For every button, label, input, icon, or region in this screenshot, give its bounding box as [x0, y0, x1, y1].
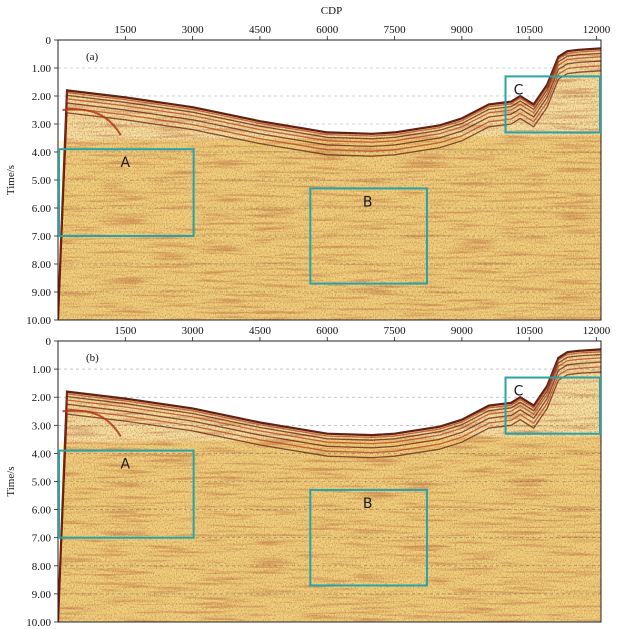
annotation-box-a: [58, 449, 195, 539]
reflector-line: [62, 108, 122, 136]
x-tick-label: 6000: [316, 24, 339, 36]
y-tick-label: 6.00: [32, 505, 52, 517]
annotation-box-label: C: [514, 384, 524, 400]
x-tick-label: 10500: [515, 325, 543, 337]
reflector-line: [58, 49, 601, 320]
y-tick-label: 6.00: [32, 203, 52, 215]
x-tick-label: 10500: [515, 24, 543, 36]
panel-label: (b): [86, 352, 99, 364]
x-tick-label: 9000: [451, 325, 474, 337]
annotation-box-label: C: [514, 82, 524, 98]
y-tick-label: 5.00: [32, 477, 52, 489]
panels-layer: CDP 1500 3000 4500 6000 7500 9000 10500 12000 0 1.…: [5, 5, 611, 629]
x-tick-label: 3000: [182, 325, 205, 337]
reflector-line: [58, 357, 601, 622]
reflector-line: [58, 60, 601, 320]
x-tick-label: 1500: [114, 325, 137, 337]
reflector-line: [58, 366, 601, 622]
annotation-box-label: A: [121, 457, 131, 473]
x-axis-title: CDP: [321, 5, 342, 17]
x-tick-label: 7500: [384, 325, 407, 337]
x-tick-label: 7500: [384, 24, 407, 36]
reflector-line: [58, 361, 601, 622]
reflector-line: [58, 56, 601, 320]
x-tick-label: 3000: [182, 24, 205, 36]
reflector-line: [58, 371, 601, 622]
annotation-box-label: B: [363, 194, 373, 210]
seismic-image: [58, 348, 601, 622]
y-tick-label: 9.00: [32, 589, 52, 601]
annotation-box-b: [309, 187, 428, 285]
y-tick-label: 9.00: [32, 287, 52, 299]
x-tick-label: 4500: [249, 325, 272, 337]
annotation-box-label: A: [121, 155, 131, 171]
y-tick-label: 4.00: [32, 448, 52, 460]
y-tick-label: 0: [46, 336, 52, 348]
y-tick-label: 5.00: [32, 175, 52, 187]
y-tick-label: 3.00: [32, 420, 52, 432]
reflector-line: [58, 351, 601, 622]
reflector-line: [62, 409, 122, 438]
x-tick-label: 12000: [583, 325, 611, 337]
y-tick-label: 0: [46, 35, 52, 47]
panel-a: 1500 3000 4500 6000 7500 9000 10500 12000 0 1.00 2…: [5, 24, 611, 327]
y-tick-label: 8.00: [32, 259, 52, 271]
y-tick-label: 3.00: [32, 119, 52, 131]
y-axis-title: Time/s: [5, 466, 17, 496]
y-tick-label: 10.00: [26, 315, 51, 327]
x-tick-label: 9000: [451, 24, 474, 36]
y-tick-label: 7.00: [32, 533, 52, 545]
y-tick-label: 2.00: [32, 392, 52, 404]
y-tick-label: 1.00: [32, 63, 52, 75]
panel-b: 1500 3000 4500 6000 7500 9000 10500 12000 0 1.00 2…: [5, 325, 611, 629]
y-tick-label: 10.00: [26, 617, 51, 629]
x-tick-label: 1500: [114, 24, 137, 36]
x-tick-label: 6000: [316, 325, 339, 337]
y-tick-label: 4.00: [32, 147, 52, 159]
reflector-line: [58, 65, 601, 320]
panel-label: (a): [86, 51, 99, 63]
reflector-line: [58, 353, 601, 622]
y-tick-label: 1.00: [32, 364, 52, 376]
y-tick-label: 7.00: [32, 231, 52, 243]
y-tick-label: 8.00: [32, 561, 52, 573]
y-tick-label: 2.00: [32, 91, 52, 103]
annotation-box-label: B: [363, 496, 373, 512]
reflector-line: [58, 70, 601, 320]
y-axis-title: Time/s: [5, 165, 17, 195]
reflector-line: [58, 47, 601, 320]
reflector-line: [58, 348, 601, 622]
annotation-box-b: [309, 488, 428, 587]
annotation-box-c: [504, 376, 602, 435]
annotation-box-a: [58, 148, 195, 237]
seismic-image: [58, 47, 601, 320]
x-tick-label: 4500: [249, 24, 272, 36]
annotation-box-c: [504, 75, 602, 134]
x-tick-label: 12000: [583, 24, 611, 36]
reflector-line: [58, 52, 601, 320]
